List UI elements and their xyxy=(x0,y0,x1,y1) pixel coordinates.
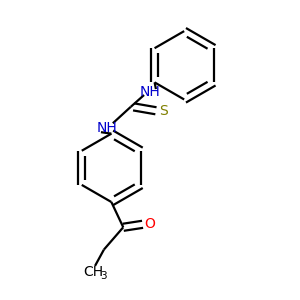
Text: O: O xyxy=(145,217,155,231)
Text: 3: 3 xyxy=(100,271,106,281)
Text: S: S xyxy=(159,104,168,118)
Text: CH: CH xyxy=(83,265,103,279)
Text: NH: NH xyxy=(140,85,160,99)
Text: NH: NH xyxy=(97,121,117,135)
